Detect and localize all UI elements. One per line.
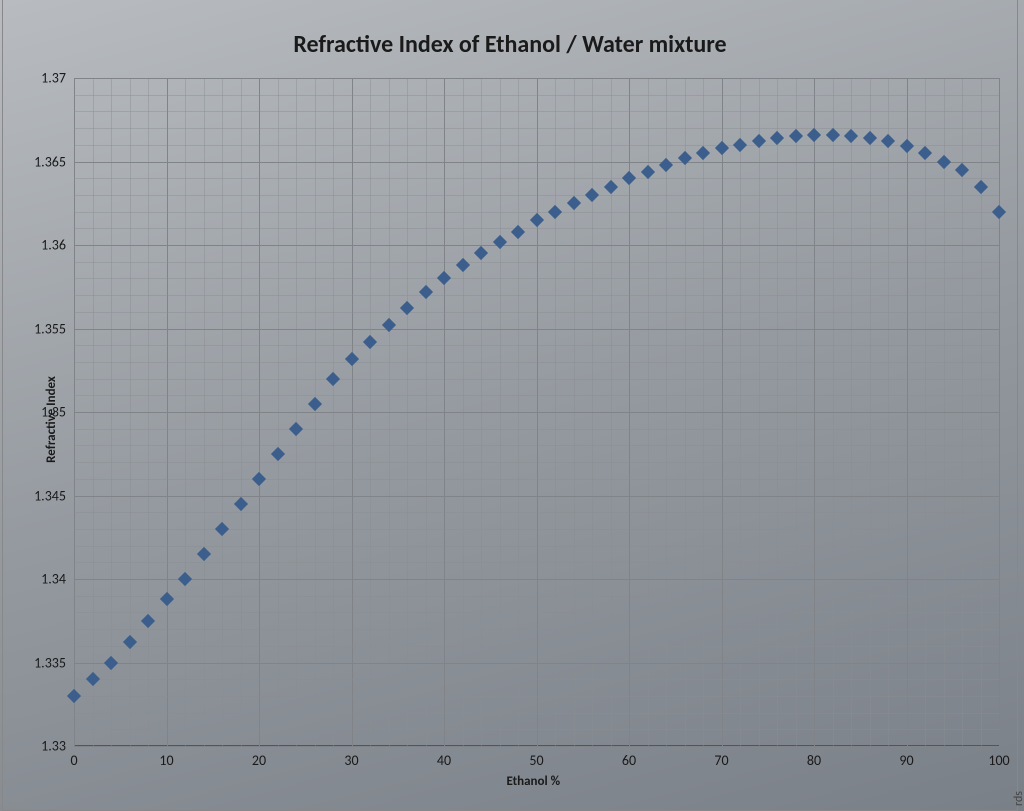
chart-container: Refractive Index of Ethanol / Water mixt… xyxy=(2,0,1018,811)
y-tick-label: 1.37 xyxy=(41,70,66,87)
plot-area: 01020304050607080901001.331.3351.341.345… xyxy=(74,78,999,746)
grid-minor-h xyxy=(74,729,999,730)
grid-minor-h xyxy=(74,462,999,463)
grid-major-h xyxy=(74,162,999,163)
grid-minor-h xyxy=(74,362,999,363)
y-tick-label: 1.33 xyxy=(41,738,66,755)
grid-minor-h xyxy=(74,646,999,647)
grid-minor-h xyxy=(74,379,999,380)
x-tick-label: 100 xyxy=(988,752,1009,769)
grid-minor-h xyxy=(74,95,999,96)
x-tick-label: 80 xyxy=(807,752,821,769)
y-tick-label: 1.335 xyxy=(34,654,66,671)
x-tick-label: 30 xyxy=(344,752,358,769)
y-tick-label: 1.345 xyxy=(34,487,66,504)
side-partial-text: rds xyxy=(1012,791,1024,806)
grid-minor-h xyxy=(74,128,999,129)
x-tick-label: 60 xyxy=(622,752,636,769)
grid-major-h xyxy=(74,412,999,413)
grid-major-h xyxy=(74,245,999,246)
grid-major-h xyxy=(74,496,999,497)
grid-major-h xyxy=(74,746,999,747)
x-tick-label: 20 xyxy=(252,752,266,769)
x-axis-label: Ethanol % xyxy=(507,774,561,789)
grid-minor-h xyxy=(74,395,999,396)
grid-minor-h xyxy=(74,529,999,530)
grid-minor-h xyxy=(74,345,999,346)
grid-minor-h xyxy=(74,629,999,630)
x-tick-label: 50 xyxy=(529,752,543,769)
grid-minor-h xyxy=(74,262,999,263)
x-tick-label: 0 xyxy=(70,752,77,769)
grid-major-h xyxy=(74,579,999,580)
grid-minor-h xyxy=(74,679,999,680)
grid-minor-h xyxy=(74,429,999,430)
y-axis-label: Refractive Index xyxy=(44,376,59,463)
grid-minor-h xyxy=(74,178,999,179)
grid-major-h xyxy=(74,78,999,79)
y-tick-label: 1.355 xyxy=(34,320,66,337)
y-tick-label: 1.36 xyxy=(41,237,66,254)
grid-minor-h xyxy=(74,195,999,196)
y-tick-label: 1.365 xyxy=(34,153,66,170)
grid-minor-h xyxy=(74,445,999,446)
grid-minor-h xyxy=(74,612,999,613)
grid-major-h xyxy=(74,663,999,664)
grid-minor-h xyxy=(74,512,999,513)
grid-major-h xyxy=(74,329,999,330)
x-tick-label: 40 xyxy=(437,752,451,769)
grid-minor-h xyxy=(74,596,999,597)
grid-minor-h xyxy=(74,228,999,229)
x-tick-label: 70 xyxy=(714,752,728,769)
grid-minor-h xyxy=(74,312,999,313)
grid-minor-h xyxy=(74,111,999,112)
grid-minor-h xyxy=(74,562,999,563)
chart-title: Refractive Index of Ethanol / Water mixt… xyxy=(2,30,1018,59)
y-tick-label: 1.34 xyxy=(41,571,66,588)
grid-minor-h xyxy=(74,696,999,697)
grid-minor-h xyxy=(74,145,999,146)
grid-minor-h xyxy=(74,479,999,480)
grid-minor-h xyxy=(74,713,999,714)
grid-minor-h xyxy=(74,546,999,547)
grid-minor-h xyxy=(74,278,999,279)
x-tick-label: 90 xyxy=(899,752,913,769)
x-tick-label: 10 xyxy=(159,752,173,769)
grid-minor-h xyxy=(74,295,999,296)
grid-major-v xyxy=(999,78,1000,746)
